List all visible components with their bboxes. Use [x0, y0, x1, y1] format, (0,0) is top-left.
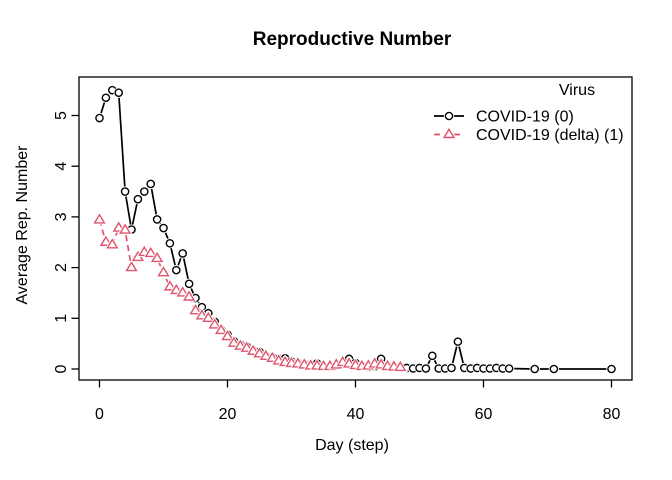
data-point-triangle: [125, 261, 138, 272]
y-tick-label: 5: [53, 111, 70, 120]
data-point-circle: [114, 88, 123, 97]
data-point-triangle: [442, 127, 456, 139]
data-point-triangle: [208, 318, 221, 329]
data-point-triangle: [221, 329, 234, 341]
data-point-circle: [444, 111, 454, 121]
data-point-triangle: [202, 311, 215, 322]
data-point-triangle: [93, 213, 106, 224]
data-point-triangle: [176, 286, 189, 297]
x-axis-label: Day (step): [315, 437, 389, 454]
y-tick-label: 4: [53, 162, 70, 171]
data-point-triangle: [144, 246, 157, 258]
data-point-circle: [447, 363, 456, 373]
legend-entry-label: COVID-19 (delta) (1): [476, 127, 624, 144]
data-point-circle: [101, 93, 111, 103]
data-point-circle: [120, 187, 130, 196]
data-point-circle: [607, 364, 616, 374]
x-tick-label: 20: [219, 406, 237, 423]
x-tick-label: 40: [347, 406, 365, 423]
legend-entries: COVID-19 (0)COVID-19 (delta) (1): [434, 109, 624, 144]
data-point-circle: [453, 337, 463, 346]
x-tick-label: 60: [475, 406, 493, 423]
data-point-circle: [159, 223, 168, 233]
data-point-circle: [427, 351, 437, 361]
data-point-circle: [95, 113, 104, 123]
data-point-circle: [504, 364, 514, 373]
data-point-triangle: [227, 336, 241, 347]
data-point-circle: [421, 364, 431, 373]
legend: Virus COVID-19 (0)COVID-19 (delta) (1): [434, 82, 624, 144]
data-point-triangle: [240, 341, 253, 352]
data-point-triangle: [150, 251, 164, 263]
data-point-circle: [133, 194, 143, 204]
data-point-circle: [530, 364, 540, 374]
data-point-circle: [184, 279, 194, 289]
y-axis: 0 1 2 3 4 5: [53, 111, 79, 373]
y-axis-label: Average Rep. Number: [14, 145, 31, 305]
x-tick-label: 80: [603, 406, 621, 423]
data-point-circle: [146, 179, 155, 189]
data-point-circle: [549, 364, 559, 374]
data-point-triangle: [214, 323, 228, 335]
y-tick-label: 2: [53, 263, 70, 272]
data-point-triangle: [163, 280, 177, 291]
data-point-circle: [178, 249, 187, 258]
data-point-triangle: [189, 304, 202, 315]
x-axis: 0 20 40 60 80: [95, 380, 621, 423]
y-tick-label: 3: [53, 212, 70, 221]
data-point-circle: [171, 265, 181, 275]
series-covid19-delta: [91, 211, 409, 373]
data-point-circle: [165, 238, 175, 248]
data-point-triangle: [394, 360, 407, 372]
legend-title: Virus: [559, 82, 595, 99]
y-tick-label: 0: [53, 364, 70, 373]
x-tick-label: 0: [95, 406, 104, 423]
chart-title: Reproductive Number: [253, 29, 452, 50]
data-point-triangle: [182, 290, 196, 301]
data-point-triangle: [157, 266, 170, 277]
data-point-triangle: [106, 238, 119, 249]
y-tick-label: 1: [53, 314, 70, 323]
data-point-circle: [139, 187, 149, 196]
data-point-triangle: [118, 223, 132, 234]
legend-entry-label: COVID-19 (0): [476, 109, 574, 126]
data-point-circle: [152, 215, 162, 224]
